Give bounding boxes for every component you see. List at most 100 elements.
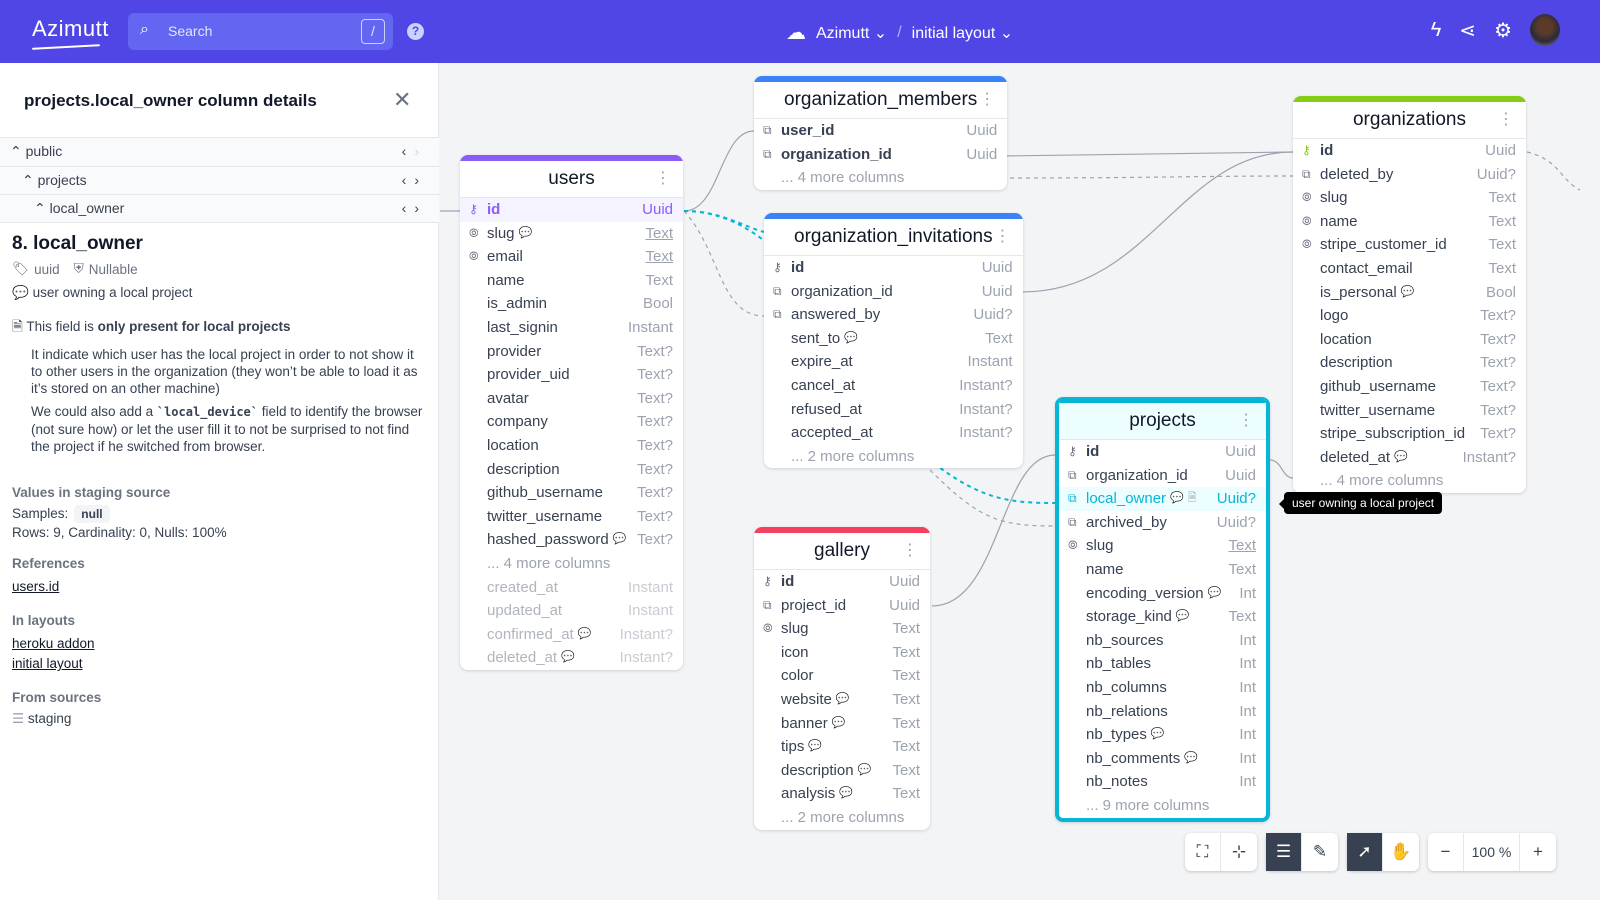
column-row[interactable]: twitter_username Text?: [460, 505, 683, 529]
table-organization_invitations[interactable]: organization_invitations ⋮ ⚷ id Uuid ⧉ organiz…: [764, 213, 1023, 469]
more-columns[interactable]: ... 4 more columns: [781, 169, 905, 187]
column-row[interactable]: last_signin Instant: [460, 316, 683, 340]
column-row[interactable]: updated_at Instant: [460, 599, 683, 623]
column-row[interactable]: ⧉ answered_by Uuid?: [764, 303, 1023, 327]
column-row[interactable]: nb_tables Int: [1059, 652, 1266, 676]
column-row[interactable]: provider Text?: [460, 340, 683, 364]
column-row[interactable]: accepted_at Instant?: [764, 421, 1023, 445]
column-row[interactable]: icon Text: [754, 641, 930, 665]
column-row[interactable]: github_username Text?: [1293, 375, 1526, 399]
column-row[interactable]: location Text?: [1293, 328, 1526, 352]
column-row[interactable]: nb_notes Int: [1059, 770, 1266, 794]
column-row[interactable]: description 💬 Text: [754, 759, 930, 783]
column-row[interactable]: location Text?: [460, 434, 683, 458]
table-users[interactable]: users ⋮ ⚷ id Uuid ⦾ slug 💬 Text ⦾ email Text name Tex…: [460, 155, 683, 670]
table-header[interactable]: users ⋮: [460, 161, 683, 198]
close-icon[interactable]: ✕: [393, 87, 412, 112]
fit-to-screen-icon[interactable]: ⛶: [1185, 833, 1221, 871]
column-row[interactable]: twitter_username Text?: [1293, 399, 1526, 423]
share-icon[interactable]: ⋖: [1459, 19, 1477, 42]
avatar[interactable]: [1530, 14, 1560, 46]
layout-dropdown[interactable]: initial layout ⌄: [911, 24, 1014, 42]
column-row[interactable]: ⧉ project_id Uuid: [754, 594, 930, 618]
column-row[interactable]: contact_email Text: [1293, 257, 1526, 281]
column-row[interactable]: ⦾ stripe_customer_id Text: [1293, 233, 1526, 257]
zoom-out-button[interactable]: −: [1428, 833, 1464, 871]
prev-icon[interactable]: ‹: [401, 171, 415, 188]
reference-link[interactable]: users.id: [12, 579, 60, 594]
column-row[interactable]: color Text: [754, 664, 930, 688]
column-row[interactable]: provider_uid Text?: [460, 363, 683, 387]
column-row[interactable]: ⦾ email Text: [460, 245, 683, 269]
prev-icon[interactable]: ‹: [401, 143, 415, 159]
column-row[interactable]: cancel_at Instant?: [764, 374, 1023, 398]
tree-schema[interactable]: ⌃ public ‹›: [0, 137, 439, 166]
arrange-icon[interactable]: ⊹: [1231, 842, 1247, 861]
table-menu-icon[interactable]: ⋮: [994, 228, 1011, 245]
column-row[interactable]: ⚷ id Uuid: [1293, 139, 1526, 163]
list-icon[interactable]: ☰: [1266, 833, 1302, 871]
column-row[interactable]: description Text?: [1293, 351, 1526, 375]
more-columns[interactable]: ... 2 more columns: [791, 447, 915, 465]
help-icon[interactable]: ?: [407, 23, 424, 40]
table-organizations[interactable]: organizations ⋮ ⚷ id Uuid ⧉ deleted_by Uuid? ⦾ sl…: [1293, 96, 1526, 493]
column-row[interactable]: nb_columns Int: [1059, 676, 1266, 700]
column-row[interactable]: banner 💬 Text: [754, 712, 930, 736]
column-row[interactable]: hashed_password 💬 Text?: [460, 528, 683, 552]
column-row[interactable]: ⦾ name Text: [1293, 210, 1526, 234]
column-row[interactable]: ⧉ organization_id Uuid: [754, 143, 1007, 167]
lightning-icon[interactable]: ϟ: [1430, 18, 1442, 41]
gear-icon[interactable]: ⚙: [1494, 19, 1512, 42]
layout-link[interactable]: heroku addon: [12, 636, 95, 651]
column-row[interactable]: analysis 💬 Text: [754, 782, 930, 806]
more-columns[interactable]: ... 4 more columns: [487, 554, 611, 572]
column-row[interactable]: description Text?: [460, 458, 683, 482]
column-row[interactable]: ⧉ organization_id Uuid: [1059, 464, 1266, 488]
column-row[interactable]: nb_comments 💬 Int: [1059, 747, 1266, 771]
table-menu-icon[interactable]: ⋮: [1498, 111, 1514, 128]
column-row[interactable]: ⚷ id Uuid: [1059, 440, 1266, 464]
table-gallery[interactable]: gallery ⋮ ⚷ id Uuid ⧉ project_id Uuid ⦾ slug Text i…: [754, 527, 930, 830]
more-columns[interactable]: ... 4 more columns: [1320, 472, 1444, 490]
more-columns[interactable]: ... 2 more columns: [781, 808, 905, 826]
table-organization_members[interactable]: organization_members ⋮ ⧉ user_id Uuid ⧉ organi…: [754, 76, 1008, 190]
next-icon[interactable]: ›: [414, 143, 427, 159]
select-cursor-icon[interactable]: ➚: [1347, 833, 1383, 871]
column-row[interactable]: tips 💬 Text: [754, 735, 930, 759]
column-row[interactable]: is_admin Bool: [460, 292, 683, 316]
column-row[interactable]: ⧉ user_id Uuid: [754, 119, 1007, 143]
column-row[interactable]: ⧉ local_owner 💬 🗎 Uuid?: [1059, 487, 1266, 511]
project-dropdown[interactable]: Azimutt ⌄: [816, 24, 888, 42]
column-row[interactable]: company Text?: [460, 410, 683, 434]
table-header[interactable]: projects ⋮: [1059, 403, 1266, 440]
table-menu-icon[interactable]: ⋮: [979, 91, 996, 108]
next-icon[interactable]: ›: [414, 171, 427, 188]
column-row[interactable]: github_username Text?: [460, 481, 683, 505]
column-row[interactable]: name Text: [460, 269, 683, 293]
column-row[interactable]: ⚷ id Uuid: [754, 570, 930, 594]
pencil-icon[interactable]: ✎: [1312, 842, 1328, 861]
column-row[interactable]: ⧉ organization_id Uuid: [764, 280, 1023, 304]
zoom-level[interactable]: 100 %: [1464, 833, 1520, 871]
column-row[interactable]: ⧉ archived_by Uuid?: [1059, 511, 1266, 535]
column-row[interactable]: logo Text?: [1293, 304, 1526, 328]
column-row[interactable]: ⦾ slug Text: [1293, 186, 1526, 210]
table-projects[interactable]: projects ⋮ ⚷ id Uuid ⧉ organization_id Uuid ⧉ loc…: [1055, 397, 1270, 822]
column-row[interactable]: stripe_subscription_id Text?: [1293, 422, 1526, 446]
column-row[interactable]: ⧉ deleted_by Uuid?: [1293, 163, 1526, 187]
column-row[interactable]: refused_at Instant?: [764, 398, 1023, 422]
tree-column[interactable]: ⌃ local_owner ‹›: [0, 194, 439, 223]
column-row[interactable]: expire_at Instant: [764, 350, 1023, 374]
table-header[interactable]: organizations ⋮: [1293, 102, 1526, 139]
table-menu-icon[interactable]: ⋮: [1238, 412, 1254, 429]
column-row[interactable]: name Text: [1059, 558, 1266, 582]
column-row[interactable]: storage_kind 💬 Text: [1059, 605, 1266, 629]
column-row[interactable]: sent_to 💬 Text: [764, 327, 1023, 351]
column-row[interactable]: avatar Text?: [460, 387, 683, 411]
column-row[interactable]: ⚷ id Uuid: [764, 256, 1023, 280]
table-menu-icon[interactable]: ⋮: [902, 542, 918, 559]
column-row[interactable]: website 💬 Text: [754, 688, 930, 712]
column-row[interactable]: nb_sources Int: [1059, 629, 1266, 653]
tree-table[interactable]: ⌃ projects ‹›: [0, 165, 439, 194]
more-columns[interactable]: ... 9 more columns: [1086, 796, 1210, 814]
